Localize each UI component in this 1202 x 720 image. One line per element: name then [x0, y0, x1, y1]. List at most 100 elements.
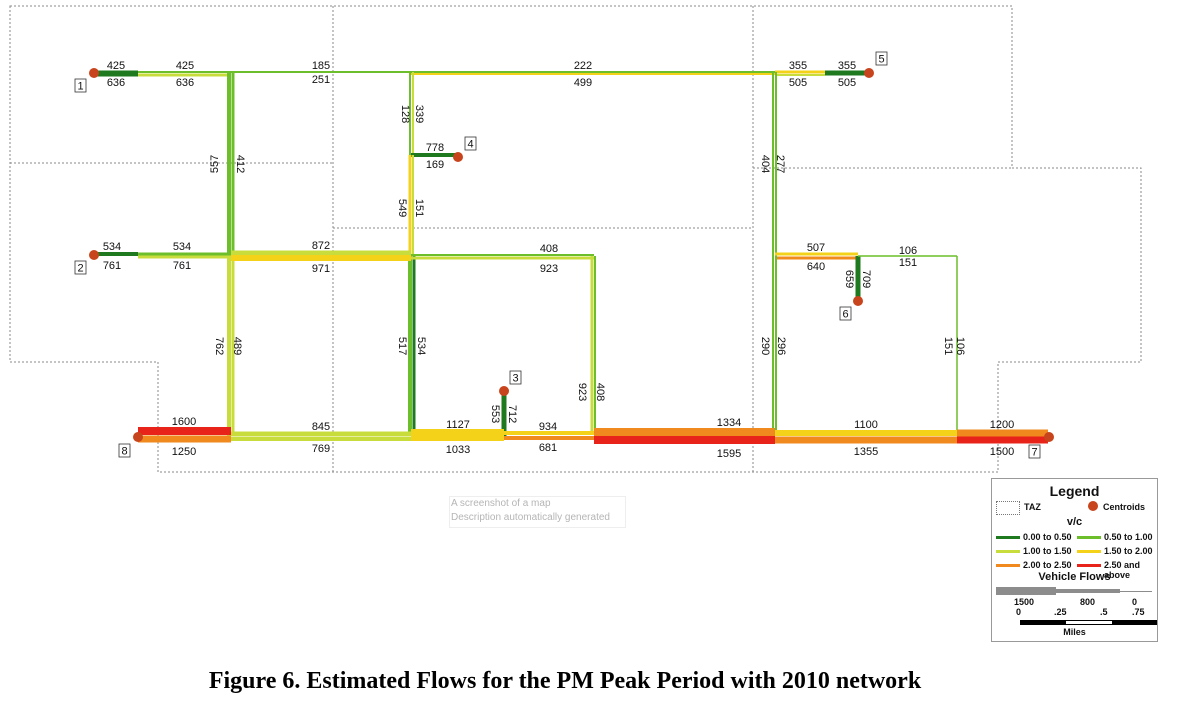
centroid-dot-5: [864, 68, 874, 78]
image-alt-text: A screenshot of a map Description automa…: [449, 496, 626, 528]
flow-label: 1500: [990, 446, 1014, 458]
flow-label: 1100: [854, 419, 878, 431]
flow-label: 251: [312, 74, 330, 86]
figure-caption: Figure 6. Estimated Flows for the PM Pea…: [208, 668, 922, 694]
flow-label: 659: [843, 270, 855, 288]
flow-width-bar-small: [1120, 590, 1152, 592]
vc-swatch: [1077, 536, 1101, 539]
alt-text-line: Description automatically generated: [451, 512, 610, 523]
flow-label: 507: [807, 242, 825, 254]
flow-label: 1200: [990, 419, 1014, 431]
flow-label: 534: [415, 337, 427, 355]
flow-label: 934: [539, 421, 557, 433]
vc-class-label: 0.50 to 1.00: [1104, 532, 1153, 542]
flow-label: 412: [234, 155, 246, 173]
flow-label: 636: [107, 77, 125, 89]
flow-label: 1127: [446, 419, 470, 431]
flow-label: 106: [899, 245, 917, 257]
vc-label: v/c: [1066, 516, 1083, 528]
flow-label: 971: [312, 263, 330, 275]
flow-label: 845: [312, 421, 330, 433]
flow-label: 425: [176, 60, 194, 72]
flow-label: 425: [107, 60, 125, 72]
vehicle-flows-label: Vehicle Flows: [1038, 571, 1111, 583]
centroid-dot-7: [1044, 432, 1054, 442]
centroids-label: Centroids: [1103, 502, 1146, 512]
flow-label: 640: [807, 261, 825, 273]
centroid-number: 3: [512, 373, 518, 385]
centroid-dot-6: [853, 296, 863, 306]
flow-tick: 800: [1080, 597, 1096, 607]
flow-label: 778: [426, 142, 444, 154]
vc-swatch: [1077, 564, 1101, 567]
flow-label: 499: [574, 77, 592, 89]
flow-label: 128: [399, 105, 411, 123]
vc-swatch: [1077, 550, 1101, 553]
centroid-dot-3: [499, 386, 509, 396]
flow-label: 106: [954, 337, 966, 355]
flow-label: 1250: [172, 446, 196, 458]
scale-unit: Miles: [1063, 627, 1086, 637]
flow-label: 355: [789, 60, 807, 72]
flow-label: 489: [231, 337, 243, 355]
scale-tick: .5: [1100, 607, 1108, 617]
flow-label: 534: [173, 241, 191, 253]
centroid-labels: 1 2 3 4 5 6 7 8: [74, 51, 1041, 459]
flow-label: 1600: [172, 416, 196, 428]
centroid-swatch: [1088, 501, 1098, 511]
vc-swatch: [996, 550, 1020, 553]
flow-label: 1595: [717, 448, 741, 460]
flow-label: 169: [426, 159, 444, 171]
flow-label: 1334: [717, 417, 741, 429]
centroid-box: 5: [875, 51, 888, 66]
taz-boundaries: [9, 5, 1142, 473]
centroid-box: 7: [1028, 444, 1041, 459]
flow-label: 769: [312, 443, 330, 455]
flow-label: 872: [312, 240, 330, 252]
flow-label: 549: [396, 199, 408, 217]
centroid-dots: [89, 68, 1054, 442]
centroid-box: 1: [74, 78, 87, 93]
flow-label: 404: [759, 155, 771, 173]
centroid-number: 2: [77, 263, 83, 275]
flow-label: 517: [396, 337, 408, 355]
flow-label: 534: [103, 241, 121, 253]
flow-label: 151: [942, 337, 954, 355]
centroid-number: 8: [121, 446, 127, 458]
vc-swatch: [996, 564, 1020, 567]
flow-label: 709: [860, 270, 872, 288]
vc-class-label: 1.00 to 1.50: [1023, 546, 1072, 556]
flow-label: 408: [540, 243, 558, 255]
scale-segment: [1112, 620, 1157, 625]
flow-label: 222: [574, 60, 592, 72]
flow-label: 712: [506, 405, 518, 423]
flow-tick: 0: [1132, 597, 1138, 607]
centroid-number: 4: [467, 139, 473, 151]
flow-label: 408: [594, 383, 606, 401]
flow-label: 557: [209, 155, 221, 173]
flow-label: 761: [173, 260, 191, 272]
centroid-number: 5: [878, 54, 884, 66]
taz-label: TAZ: [1024, 502, 1041, 512]
vc-class-label: 2.50 and above: [1104, 560, 1141, 580]
flow-label: 1033: [446, 444, 470, 456]
flow-label: 277: [774, 155, 786, 173]
centroid-box: 3: [509, 370, 522, 385]
flow-label: 553: [489, 405, 501, 423]
flow-label: 339: [413, 105, 425, 123]
taz-boundary: [9, 5, 1142, 473]
flow-label: 762: [213, 337, 225, 355]
centroid-box: 2: [74, 260, 87, 275]
vc-class-label: 0.00 to 0.50: [1023, 532, 1072, 542]
taz-swatch: [996, 501, 1020, 515]
scale-tick: .75: [1132, 607, 1145, 617]
flow-label: 1355: [854, 446, 878, 458]
vc-class-label: 1.50 to 2.00: [1104, 546, 1153, 556]
flow-label: 151: [413, 199, 425, 217]
flow-label: 923: [576, 383, 588, 401]
flow-width-bar-large: [996, 587, 1056, 595]
centroid-dot-1: [89, 68, 99, 78]
centroid-box: 6: [839, 306, 852, 321]
flow-label: 185: [312, 60, 330, 72]
flow-label: 681: [539, 442, 557, 454]
